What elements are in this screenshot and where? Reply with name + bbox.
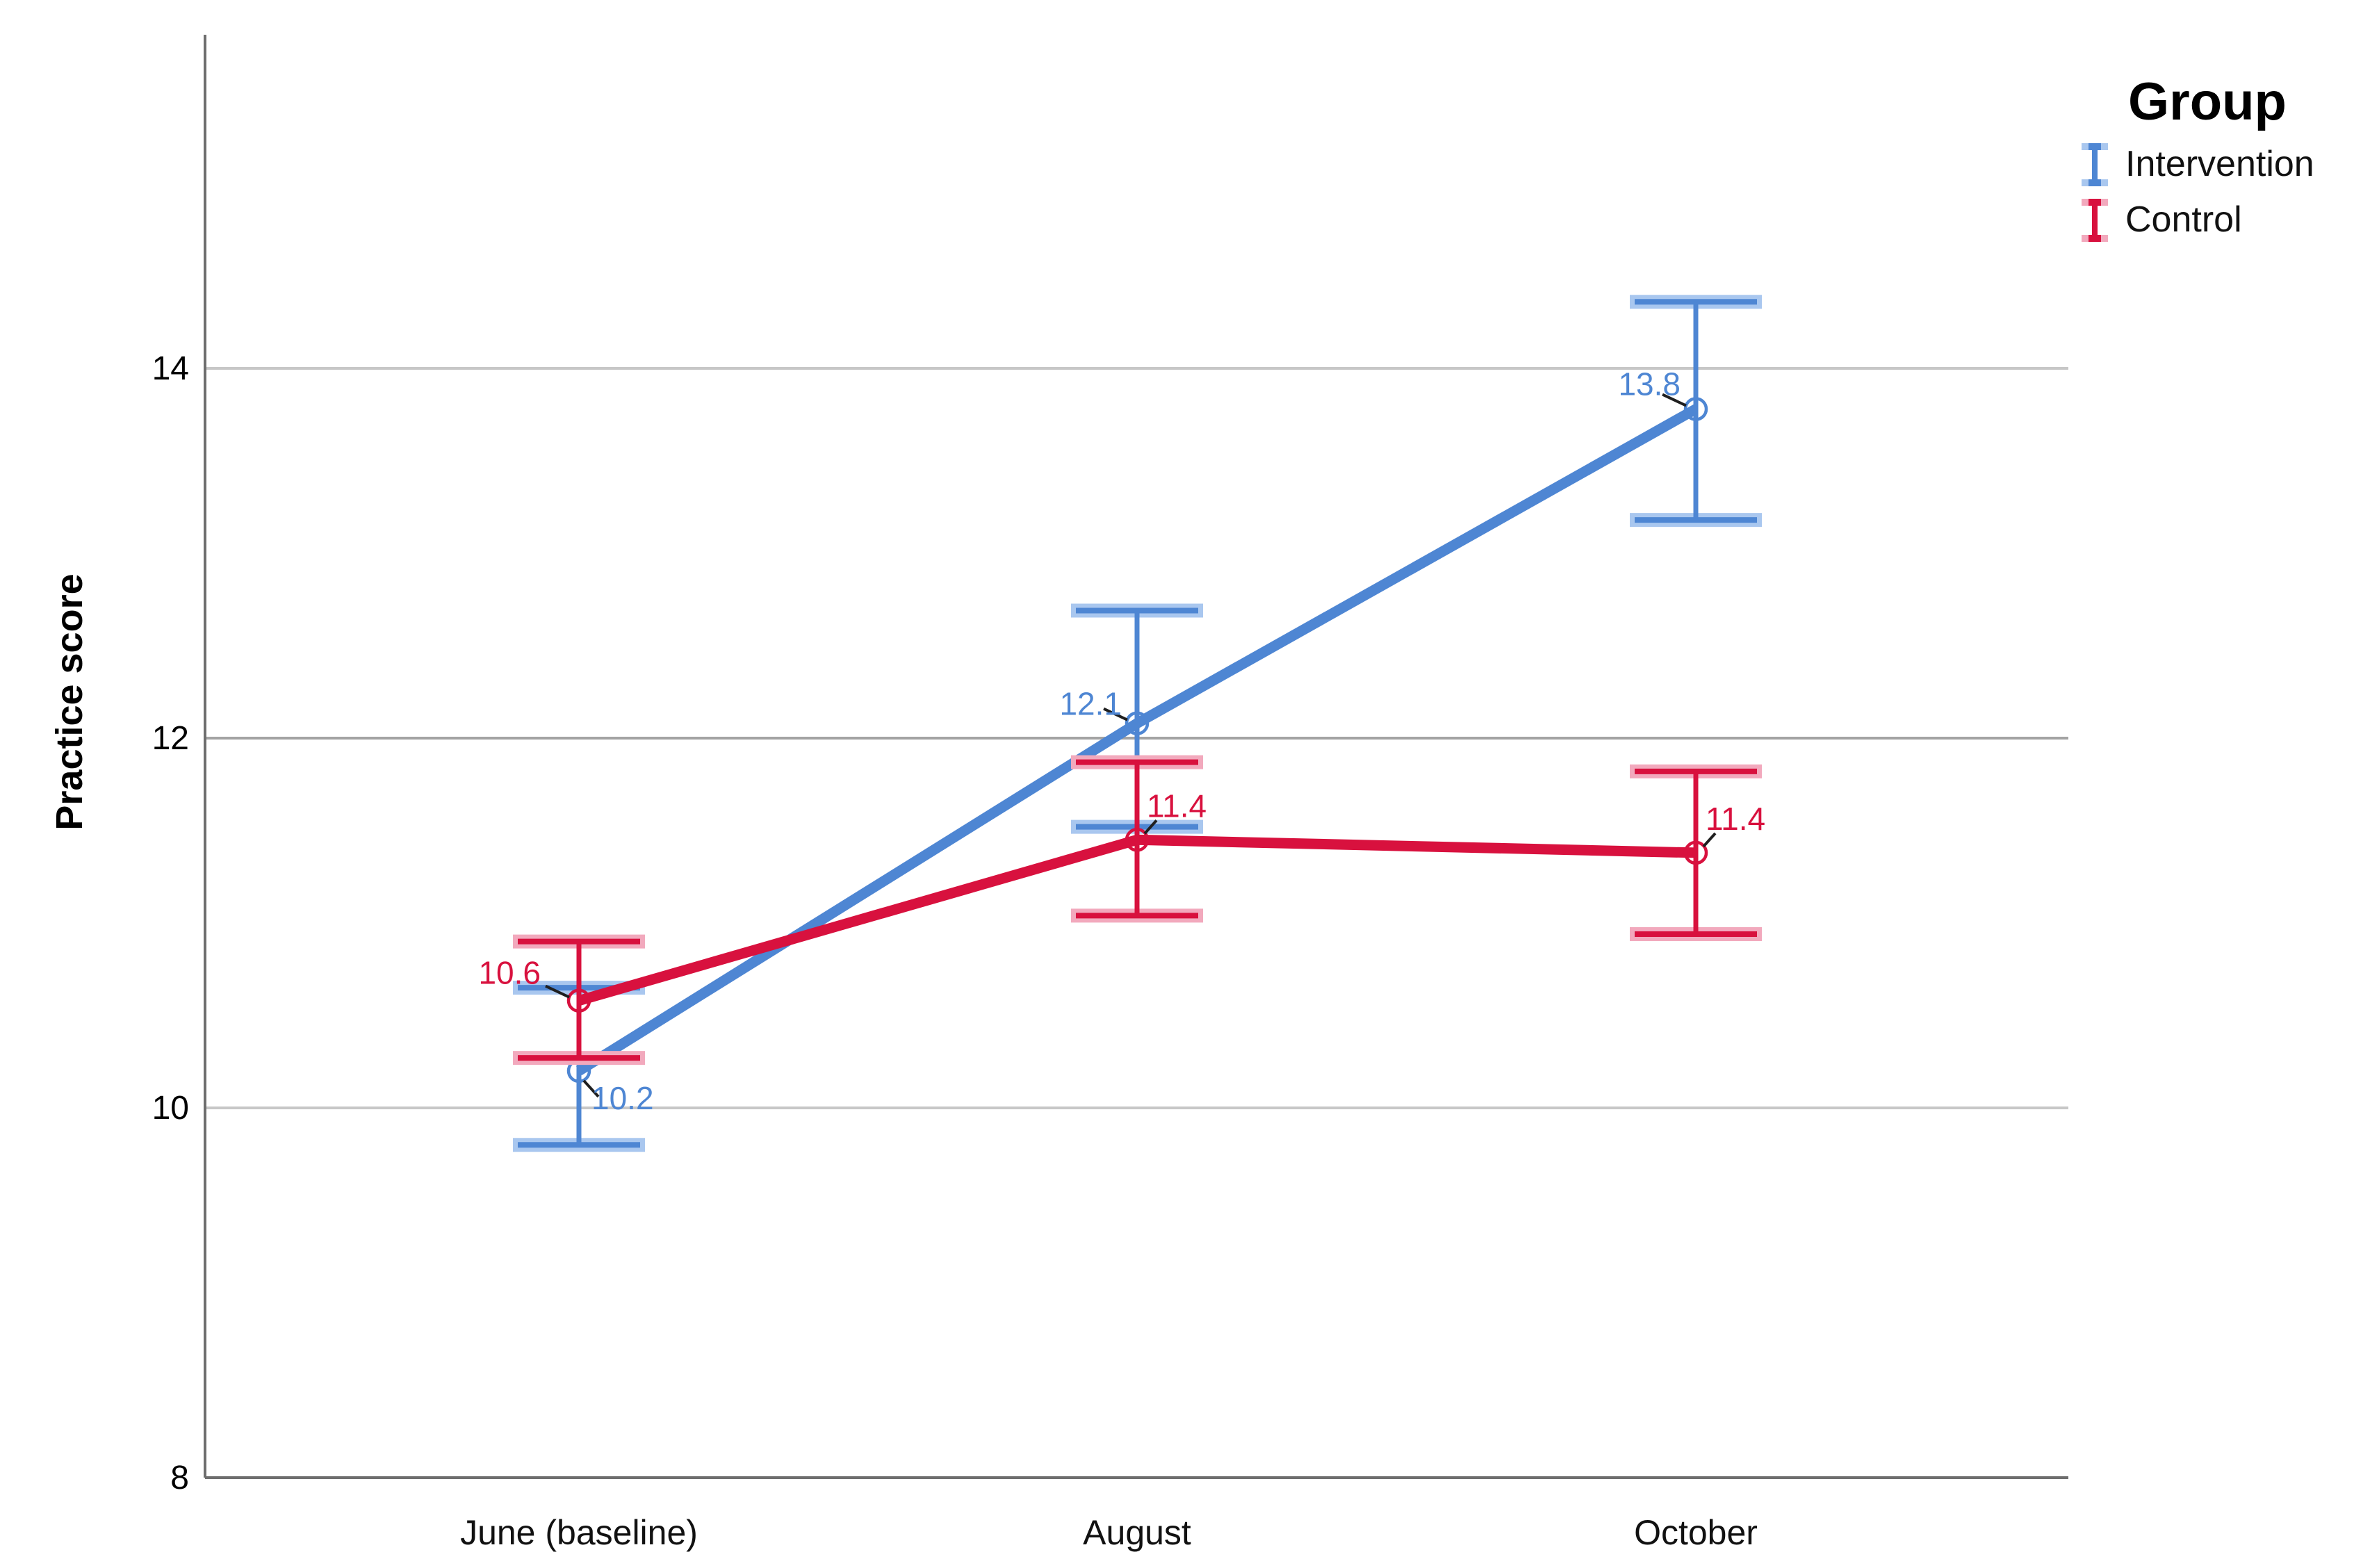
legend-item-control: Control	[2082, 199, 2242, 242]
axes	[204, 35, 2068, 1479]
series-control	[513, 755, 1762, 1065]
y-tick-label-8: 8	[170, 1460, 189, 1496]
legend-label-intervention: Intervention	[2125, 144, 2314, 184]
legend: Group Intervention Control	[2082, 72, 2314, 242]
y-axis-title: Practice score	[49, 573, 90, 830]
intervention-errorbar-icon	[2082, 143, 2108, 186]
label-leader-intervention-3	[1662, 393, 1687, 407]
legend-items: Intervention Control	[2082, 143, 2314, 242]
data-label-control-2: 11.4	[1147, 787, 1207, 824]
data-label-intervention-3: 13.8	[1618, 366, 1681, 402]
point-marker-control-1	[566, 988, 591, 1013]
series-intervention	[513, 295, 1762, 1152]
x-tick-label-1: June (baseline)	[460, 1513, 698, 1552]
y-tick-label-12: 12	[152, 720, 189, 757]
data-label-control-3: 11.4	[1706, 801, 1765, 837]
y-axis-tick-labels: 8 10 12 14	[152, 350, 189, 1496]
data-series	[513, 295, 1762, 1152]
point-marker-intervention-3	[1683, 397, 1708, 421]
x-axis-category-labels: June (baseline) August October	[460, 1513, 1758, 1552]
y-tick-label-14: 14	[152, 350, 189, 387]
series-line-intervention	[576, 404, 1699, 1076]
y-tick-label-10: 10	[152, 1090, 189, 1127]
legend-title: Group	[2128, 72, 2287, 131]
point-marker-control-3	[1683, 840, 1708, 865]
point-marker-control-2	[1125, 828, 1150, 852]
label-leader-control-1	[545, 984, 570, 999]
label-leader-control-2	[1143, 819, 1158, 835]
label-leader-intervention-2	[1103, 707, 1128, 721]
data-label-leader-lines	[545, 393, 1717, 1098]
error-bar-control-1	[513, 934, 645, 1065]
data-label-control-1: 10.6	[478, 955, 541, 991]
label-leader-intervention-1	[582, 1079, 600, 1098]
data-label-intervention-1: 10.2	[591, 1080, 654, 1116]
control-errorbar-icon	[2082, 199, 2108, 242]
legend-label-control: Control	[2125, 199, 2242, 240]
data-labels: 10.2 12.1 13.8 10.6 11.4 11.4	[478, 366, 1765, 1116]
legend-item-intervention: Intervention	[2082, 143, 2314, 186]
data-label-intervention-2: 12.1	[1059, 686, 1122, 722]
label-leader-control-3	[1702, 832, 1717, 848]
point-marker-intervention-2	[1125, 711, 1150, 735]
x-tick-label-3: October	[1634, 1513, 1758, 1552]
x-tick-label-2: August	[1083, 1513, 1191, 1552]
series-line-control	[577, 834, 1697, 1006]
